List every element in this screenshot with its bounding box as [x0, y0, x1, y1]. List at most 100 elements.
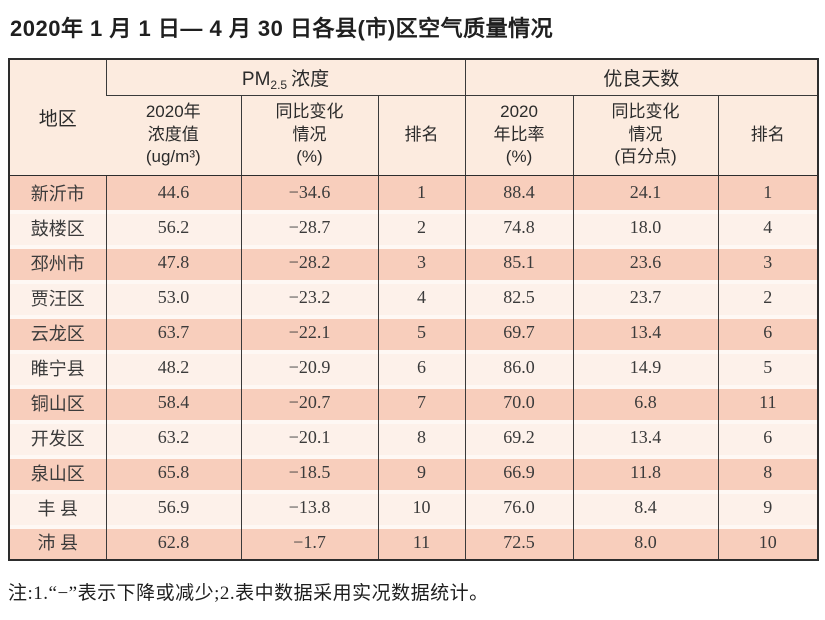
pm25-value-cell: 58.4	[105, 385, 241, 420]
pm25-change-cell: −28.7	[240, 210, 378, 245]
region-cell: 邳州市	[9, 245, 106, 280]
table-header: 地区 PM2.5 浓度 优良天数 2020年 浓度值 (ug/m³) 同比变化 情…	[9, 59, 819, 176]
header-ratio-change: 同比变化 情况 (百分点)	[572, 95, 719, 176]
ratio-rank-cell: 2	[717, 280, 819, 315]
ratio-cell: 70.0	[464, 385, 574, 420]
header-ratio: 2020 年比率 (%)	[464, 95, 574, 176]
pm25-rank-cell: 11	[377, 525, 466, 560]
ratio-cell: 69.2	[464, 420, 574, 455]
header-pm25-value: 2020年 浓度值 (ug/m³)	[106, 95, 241, 176]
pm25-rank-cell: 9	[377, 455, 466, 490]
header-pm25-rank: 排名	[377, 95, 466, 176]
pm25-change-cell: −13.8	[240, 490, 378, 525]
pm25-label-suffix: 浓度	[291, 68, 330, 90]
pm25-value-cell: 65.8	[105, 455, 241, 490]
table-row: 铜山区 58.4 −20.7 7 70.0 6.8 11	[9, 385, 819, 420]
pm25-value-cell: 53.0	[105, 280, 241, 315]
table-row: 邳州市 47.8 −28.2 3 85.1 23.6 3	[9, 245, 819, 280]
table-body: 新沂市 44.6 −34.6 1 88.4 24.1 1 鼓楼区 56.2 −28.7 2 74.8 1…	[9, 175, 819, 560]
pm25-label-subscript: 2.5	[270, 77, 288, 92]
pm25-label-prefix: PM	[241, 68, 271, 90]
ratio-rank-cell: 6	[717, 315, 819, 350]
ratio-cell: 85.1	[464, 245, 574, 280]
table-row: 泉山区 65.8 −18.5 9 66.9 11.8 8	[9, 455, 819, 490]
ratio-rank-cell: 3	[717, 245, 819, 280]
pm25-rank-cell: 8	[377, 420, 466, 455]
pm25-rank-cell: 2	[377, 210, 466, 245]
pm25-rank-cell: 10	[377, 490, 466, 525]
pm25-value-cell: 63.7	[105, 315, 241, 350]
region-cell: 云龙区	[9, 315, 106, 350]
ratio-change-cell: 14.9	[572, 350, 719, 385]
header-ratio-rank: 排名	[717, 95, 819, 176]
region-cell: 新沂市	[9, 175, 106, 210]
pm25-change-cell: −23.2	[240, 280, 378, 315]
ratio-rank-cell: 5	[717, 350, 819, 385]
ratio-change-cell: 13.4	[572, 315, 719, 350]
pm25-rank-cell: 7	[377, 385, 466, 420]
header-pm25-change: 同比变化 情况 (%)	[240, 95, 378, 176]
pm25-rank-cell: 3	[377, 245, 466, 280]
region-cell: 泉山区	[9, 455, 106, 490]
pm25-value-cell: 56.2	[105, 210, 241, 245]
region-cell: 睢宁县	[9, 350, 106, 385]
ratio-change-cell: 23.7	[572, 280, 719, 315]
ratio-rank-cell: 4	[717, 210, 819, 245]
ratio-cell: 74.8	[464, 210, 574, 245]
pm25-change-cell: −22.1	[240, 315, 378, 350]
pm25-value-cell: 47.8	[105, 245, 241, 280]
pm25-value-cell: 62.8	[105, 525, 241, 560]
region-cell: 鼓楼区	[9, 210, 106, 245]
ratio-rank-cell: 8	[717, 455, 819, 490]
table-row: 贾汪区 53.0 −23.2 4 82.5 23.7 2	[9, 280, 819, 315]
pm25-change-cell: −18.5	[240, 455, 378, 490]
ratio-cell: 76.0	[464, 490, 574, 525]
ratio-change-cell: 13.4	[572, 420, 719, 455]
region-cell: 沛 县	[9, 525, 106, 560]
region-cell: 铜山区	[9, 385, 106, 420]
pm25-value-cell: 63.2	[105, 420, 241, 455]
ratio-change-cell: 8.0	[572, 525, 719, 560]
ratio-rank-cell: 10	[717, 525, 819, 560]
footnote: 注:1.“−”表示下降或减少;2.表中数据采用实况数据统计。	[8, 583, 489, 604]
ratio-rank-cell: 11	[717, 385, 819, 420]
pm25-value-cell: 56.9	[105, 490, 241, 525]
ratio-change-cell: 6.8	[572, 385, 719, 420]
ratio-cell: 69.7	[464, 315, 574, 350]
ratio-cell: 88.4	[464, 175, 574, 210]
ratio-change-cell: 11.8	[572, 455, 719, 490]
pm25-change-cell: −20.1	[240, 420, 378, 455]
header-pm25-group: PM2.5 浓度	[105, 59, 466, 96]
pm25-change-cell: −1.7	[240, 525, 378, 560]
pm25-rank-cell: 4	[377, 280, 466, 315]
pm25-value-cell: 48.2	[105, 350, 241, 385]
header-good-days-group: 优良天数	[464, 59, 819, 96]
air-quality-table: 地区 PM2.5 浓度 优良天数 2020年 浓度值 (ug/m³) 同比变化 情…	[8, 58, 820, 561]
table-row: 丰 县 56.9 −13.8 10 76.0 8.4 9	[9, 490, 819, 525]
pm25-value-cell: 44.6	[105, 175, 241, 210]
pm25-change-cell: −28.2	[240, 245, 378, 280]
table-row: 睢宁县 48.2 −20.9 6 86.0 14.9 5	[9, 350, 819, 385]
pm25-change-cell: −34.6	[240, 175, 378, 210]
region-cell: 开发区	[9, 420, 106, 455]
pm25-rank-cell: 1	[377, 175, 466, 210]
table-row: 沛 县 62.8 −1.7 11 72.5 8.0 10	[9, 525, 819, 560]
ratio-cell: 86.0	[464, 350, 574, 385]
ratio-cell: 72.5	[464, 525, 574, 560]
table-row: 鼓楼区 56.2 −28.7 2 74.8 18.0 4	[9, 210, 819, 245]
pm25-change-cell: −20.9	[240, 350, 378, 385]
table-row: 云龙区 63.7 −22.1 5 69.7 13.4 6	[9, 315, 819, 350]
header-region: 地区	[9, 59, 106, 176]
ratio-cell: 82.5	[464, 280, 574, 315]
ratio-rank-cell: 9	[717, 490, 819, 525]
pm25-rank-cell: 5	[377, 315, 466, 350]
table-row: 新沂市 44.6 −34.6 1 88.4 24.1 1	[9, 175, 819, 210]
table-row: 开发区 63.2 −20.1 8 69.2 13.4 6	[9, 420, 819, 455]
pm25-rank-cell: 6	[377, 350, 466, 385]
ratio-change-cell: 8.4	[572, 490, 719, 525]
ratio-change-cell: 24.1	[572, 175, 719, 210]
region-cell: 丰 县	[9, 490, 106, 525]
ratio-rank-cell: 1	[717, 175, 819, 210]
ratio-cell: 66.9	[464, 455, 574, 490]
